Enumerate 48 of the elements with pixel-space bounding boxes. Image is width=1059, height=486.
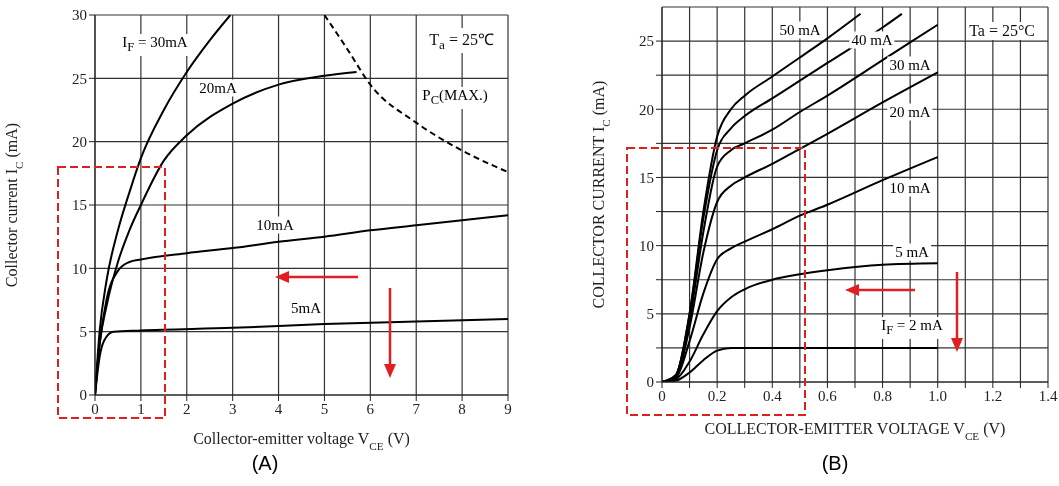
x-tick-label: 0: [91, 400, 99, 417]
series-label: 10 mA: [887, 179, 933, 197]
x-tick-label: 0.6: [818, 387, 838, 404]
y-tick-label: 25: [72, 70, 87, 87]
y-tick-label: 0: [646, 374, 654, 391]
series-label: 5 mA: [893, 243, 931, 261]
series-label: 50 mA: [777, 21, 823, 39]
x-tick-label: 6: [366, 400, 375, 417]
x-tick-label: 8: [458, 400, 466, 417]
annotation: Ta = 25°C: [967, 22, 1037, 40]
x-tick-label: 0.8: [873, 387, 892, 404]
y-tick-label: 30: [72, 7, 87, 24]
series-label: I$_{F}$ = 30mA: [120, 34, 190, 56]
y-tick-label: 15: [72, 197, 87, 214]
x-tick-label: 3: [228, 400, 237, 417]
series-label: I$_{F}$ = 2 mA: [879, 317, 945, 339]
series-label: 5mA: [289, 299, 323, 317]
y-tick-label: 20: [72, 133, 87, 150]
y-tick-label: 5: [79, 323, 87, 340]
series-label: 10mA: [254, 216, 296, 234]
x-tick-label: 4: [274, 400, 283, 417]
x-tick-label: 9: [504, 400, 512, 417]
y-tick-label: 25: [639, 33, 654, 50]
x-axis-title: Collector-emitter voltage V$_{CE}$ (V): [193, 430, 410, 452]
x-tick-label: 0.2: [707, 387, 727, 404]
series-label: 40 mA: [849, 31, 895, 49]
series-label: 20mA: [197, 79, 239, 97]
y-tick-label: 10: [639, 237, 654, 254]
x-tick-label: 1.2: [983, 387, 1003, 404]
x-tick-label: 7: [412, 400, 421, 417]
x-tick-label: 5: [320, 400, 329, 417]
x-tick-label: 2: [183, 400, 191, 417]
y-tick-label: 15: [639, 169, 654, 186]
y-tick-label: 10: [72, 260, 87, 277]
x-tick-label: 1.0: [928, 387, 948, 404]
series-label: 20 mA: [887, 103, 933, 121]
y-tick-label: 20: [639, 101, 654, 118]
x-tick-label: 1: [137, 400, 145, 417]
x-tick-label: 1.4: [1038, 387, 1058, 404]
y-tick-label: 5: [646, 306, 654, 323]
series-label: P$_{C}$(MAX.): [420, 87, 490, 109]
x-axis-title: COLLECTOR-EMITTER VOLTAGE V$_{CE}$ (V): [704, 420, 1006, 442]
text: (B): [820, 452, 850, 475]
text: (A): [250, 452, 280, 475]
x-tick-label: 0.4: [762, 387, 783, 404]
annotation: T$_{a}$ = 25℃: [427, 28, 496, 54]
series-label: 30 mA: [887, 56, 933, 74]
x-tick-label: 0: [658, 387, 666, 404]
